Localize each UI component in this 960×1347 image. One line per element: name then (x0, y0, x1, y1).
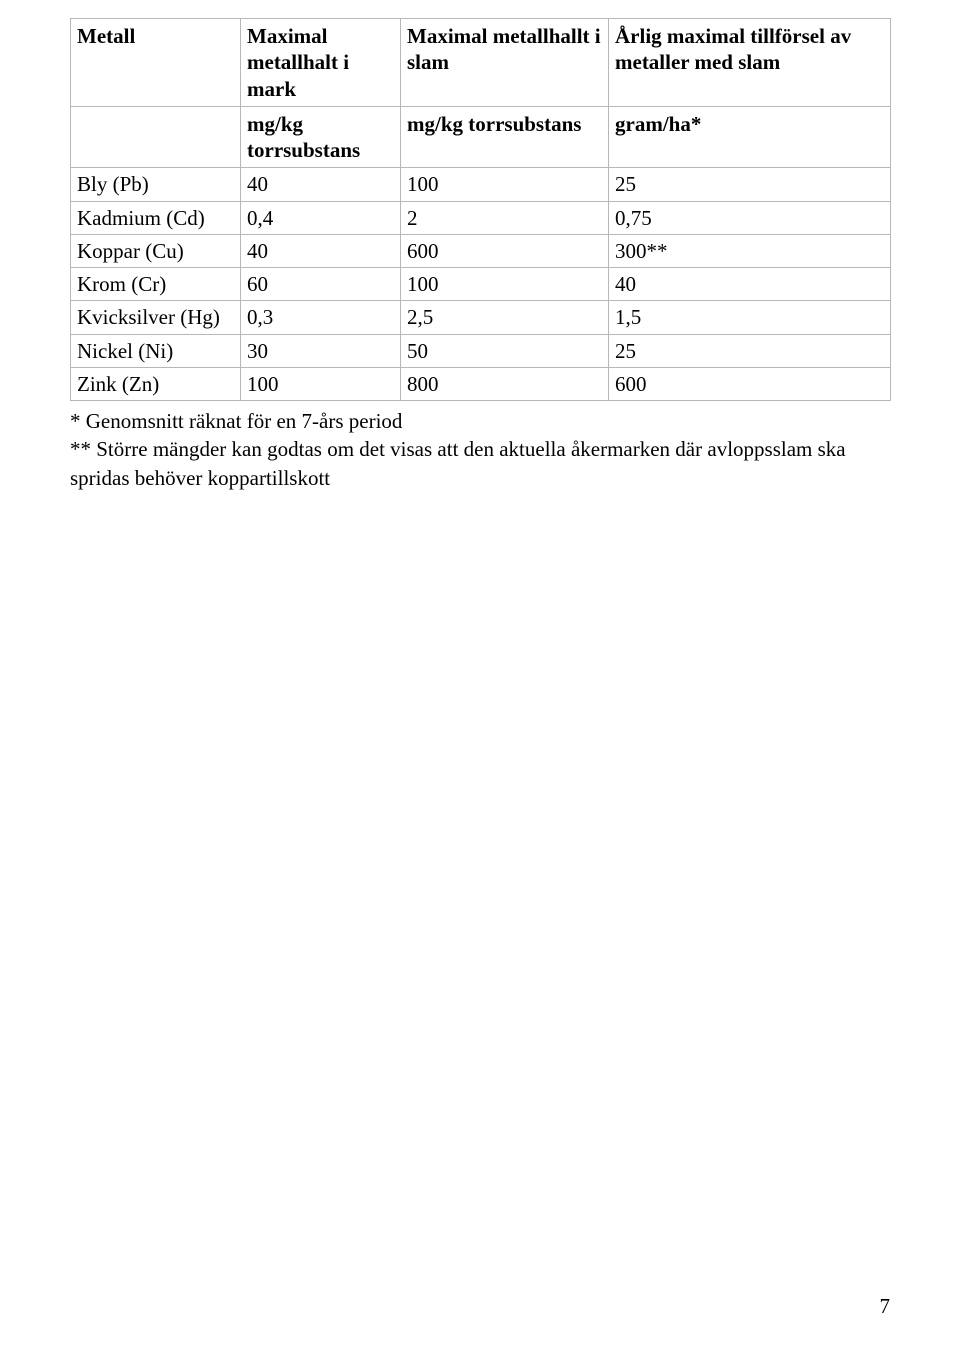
cell-arlig: 600 (609, 367, 891, 400)
cell-slam: 2 (401, 201, 609, 234)
col-header-max-mark: Maximal metallhalt i mark (241, 19, 401, 107)
cell-metal: Kvicksilver (Hg) (71, 301, 241, 334)
col-subheader-unit-slam: mg/kg torrsubstans (401, 106, 609, 168)
table-header-row-1: Metall Maximal metallhalt i mark Maximal… (71, 19, 891, 107)
cell-metal: Zink (Zn) (71, 367, 241, 400)
cell-arlig: 40 (609, 268, 891, 301)
cell-mark: 0,3 (241, 301, 401, 334)
col-subheader-blank (71, 106, 241, 168)
table-body: Metall Maximal metallhalt i mark Maximal… (71, 19, 891, 401)
cell-metal: Bly (Pb) (71, 168, 241, 201)
cell-arlig: 300** (609, 234, 891, 267)
cell-mark: 100 (241, 367, 401, 400)
col-subheader-unit-mark: mg/kg torrsubstans (241, 106, 401, 168)
table-row: Kvicksilver (Hg) 0,3 2,5 1,5 (71, 301, 891, 334)
table-row: Bly (Pb) 40 100 25 (71, 168, 891, 201)
cell-slam: 100 (401, 268, 609, 301)
cell-slam: 800 (401, 367, 609, 400)
cell-mark: 60 (241, 268, 401, 301)
cell-mark: 30 (241, 334, 401, 367)
col-subheader-unit-arlig: gram/ha* (609, 106, 891, 168)
table-row: Krom (Cr) 60 100 40 (71, 268, 891, 301)
col-header-metall: Metall (71, 19, 241, 107)
metal-limits-table: Metall Maximal metallhalt i mark Maximal… (70, 18, 891, 401)
table-row: Zink (Zn) 100 800 600 (71, 367, 891, 400)
cell-arlig: 1,5 (609, 301, 891, 334)
footnote-1: * Genomsnitt räknat för en 7-års period (70, 407, 890, 435)
cell-metal: Nickel (Ni) (71, 334, 241, 367)
cell-arlig: 25 (609, 168, 891, 201)
cell-slam: 600 (401, 234, 609, 267)
table-header-row-2: mg/kg torrsubstans mg/kg torrsubstans gr… (71, 106, 891, 168)
footnote-2: ** Större mängder kan godtas om det visa… (70, 435, 890, 492)
cell-mark: 40 (241, 168, 401, 201)
cell-mark: 40 (241, 234, 401, 267)
page: Metall Maximal metallhalt i mark Maximal… (0, 0, 960, 1347)
cell-arlig: 0,75 (609, 201, 891, 234)
page-number: 7 (880, 1294, 891, 1319)
cell-slam: 100 (401, 168, 609, 201)
cell-metal: Krom (Cr) (71, 268, 241, 301)
table-row: Nickel (Ni) 30 50 25 (71, 334, 891, 367)
cell-mark: 0,4 (241, 201, 401, 234)
col-header-max-slam: Maximal metallhallt i slam (401, 19, 609, 107)
footnotes: * Genomsnitt räknat för en 7-års period … (70, 407, 890, 492)
cell-slam: 50 (401, 334, 609, 367)
col-header-arlig: Årlig maximal tillförsel av metaller med… (609, 19, 891, 107)
cell-metal: Kadmium (Cd) (71, 201, 241, 234)
cell-arlig: 25 (609, 334, 891, 367)
cell-metal: Koppar (Cu) (71, 234, 241, 267)
cell-slam: 2,5 (401, 301, 609, 334)
table-row: Kadmium (Cd) 0,4 2 0,75 (71, 201, 891, 234)
table-row: Koppar (Cu) 40 600 300** (71, 234, 891, 267)
